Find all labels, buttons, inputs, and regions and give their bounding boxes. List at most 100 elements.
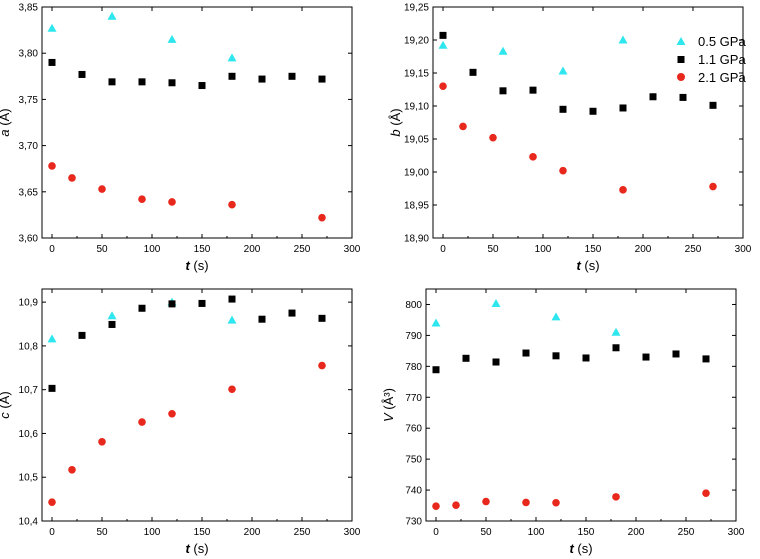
data-point-s21: [529, 153, 537, 161]
x-tick-label: 100: [535, 244, 552, 255]
data-point-s11: [649, 93, 657, 101]
data-point-s21: [612, 493, 620, 501]
data-point-s21: [709, 182, 717, 191]
plot-frame-b: [432, 6, 744, 239]
data-point-s21: [68, 174, 76, 182]
x-tick-label: 200: [635, 244, 652, 255]
y-tick-label: 3,70: [19, 141, 39, 152]
legend-label-0.5gpa: 0.5 GPa: [698, 34, 746, 49]
x-tick-label: 100: [144, 244, 161, 255]
data-point-s21: [552, 498, 560, 507]
data-point-s21: [48, 498, 56, 506]
data-point-s05: [107, 11, 117, 20]
data-point-s05: [47, 23, 57, 32]
y-axis-label: V (Å³): [381, 388, 396, 422]
chart-panel-a: 0 50 100 150 200 250 300 3,60 3,65 3,70 3,75 3,80 3,…: [0, 3, 361, 274]
data-point-s11: [679, 93, 687, 101]
x-axis-label: t (s): [185, 541, 208, 556]
x-tick-label: 0: [440, 244, 446, 255]
y-axis-label: c (Å): [0, 391, 12, 418]
data-point-s11: [48, 58, 56, 66]
data-point-s11: [439, 31, 447, 39]
x-tick-label: 150: [194, 244, 211, 255]
y-tick-label: 19,20: [404, 36, 429, 47]
x-tick-label: 100: [144, 527, 161, 538]
x-axis-label: t (s): [185, 258, 208, 273]
data-point-s11: [78, 70, 86, 78]
data-point-s11: [492, 358, 500, 366]
x-tick-label: 250: [685, 244, 702, 255]
data-point-s11: [108, 78, 116, 86]
y-tick-label: 790: [405, 331, 422, 342]
data-point-s05: [491, 299, 501, 308]
x-tick-label: 300: [735, 244, 752, 255]
data-point-s11: [709, 101, 717, 109]
data-point-s11: [469, 68, 477, 76]
data-point-s21: [702, 489, 710, 497]
data-point-s11: [559, 105, 567, 113]
data-point-s11: [582, 354, 590, 362]
y-tick-label: 10,8: [19, 341, 39, 352]
y-tick-label: 18,90: [404, 234, 429, 245]
data-point-s11: [108, 320, 116, 328]
legend-marker-1.1gpa: [677, 56, 685, 63]
y-tick-label: 760: [405, 424, 422, 435]
x-tick-label: 300: [344, 527, 361, 538]
data-point-s11: [318, 75, 326, 83]
data-point-s21: [559, 166, 567, 175]
data-point-s05: [227, 53, 237, 62]
x-axis-label: t (s): [569, 541, 592, 556]
data-point-s05: [167, 34, 177, 43]
chart-panel-b: 0 50 100 150 200 250 300 18,90 18,95 19,00 19,05 19…: [388, 3, 752, 274]
y-tick-label: 19,25: [404, 3, 429, 14]
data-point-s05: [551, 312, 561, 321]
x-tick-label: 0: [49, 527, 55, 538]
y-tick-label: 730: [405, 517, 422, 528]
data-point-s11: [48, 384, 56, 392]
data-point-s21: [452, 501, 460, 510]
data-point-s11: [288, 309, 296, 317]
x-tick-label: 50: [480, 527, 492, 538]
data-point-s21: [439, 82, 447, 90]
x-tick-label: 200: [244, 527, 261, 538]
y-tick-label: 18,95: [404, 201, 429, 212]
x-tick-label: 150: [578, 527, 595, 538]
x-tick-label: 50: [96, 527, 108, 538]
data-point-s11: [198, 82, 206, 90]
x-tick-label: 150: [194, 527, 211, 538]
y-tick-label: 19,10: [404, 102, 429, 113]
y-tick-label: 3,75: [19, 95, 39, 106]
legend-label-2.1gpa: 2.1 GPa: [698, 70, 746, 85]
data-point-s11: [78, 331, 86, 339]
x-tick-label: 0: [49, 244, 55, 255]
x-tick-label: 200: [244, 244, 261, 255]
data-point-s21: [318, 213, 326, 222]
x-tick-label: 250: [678, 527, 695, 538]
data-point-s11: [138, 304, 146, 312]
data-point-s21: [48, 162, 56, 170]
data-point-s21: [168, 198, 176, 206]
data-point-s11: [228, 72, 236, 80]
x-tick-label: 300: [344, 244, 361, 255]
data-point-s21: [619, 186, 627, 194]
data-point-s05: [107, 311, 117, 320]
y-tick-label: 19,05: [404, 135, 429, 146]
data-point-s11: [288, 72, 296, 80]
data-point-s11: [258, 315, 266, 323]
legend: 0.5 GPa 1.1 GPa 2.1 GPa: [676, 34, 746, 85]
y-tick-label: 3,80: [19, 49, 39, 60]
x-tick-label: 50: [487, 244, 499, 255]
data-point-s11: [589, 107, 597, 115]
y-axis-label: a (Å): [0, 108, 12, 136]
data-point-s11: [228, 295, 236, 303]
y-tick-label: 10,7: [19, 385, 39, 396]
data-point-s21: [98, 437, 106, 446]
data-point-s11: [619, 104, 627, 112]
data-point-s21: [432, 502, 440, 510]
data-point-s21: [138, 195, 146, 203]
data-point-s05: [227, 315, 237, 324]
legend-marker-2.1gpa: [677, 73, 685, 81]
data-point-s11: [138, 78, 146, 86]
data-point-s21: [228, 385, 236, 394]
